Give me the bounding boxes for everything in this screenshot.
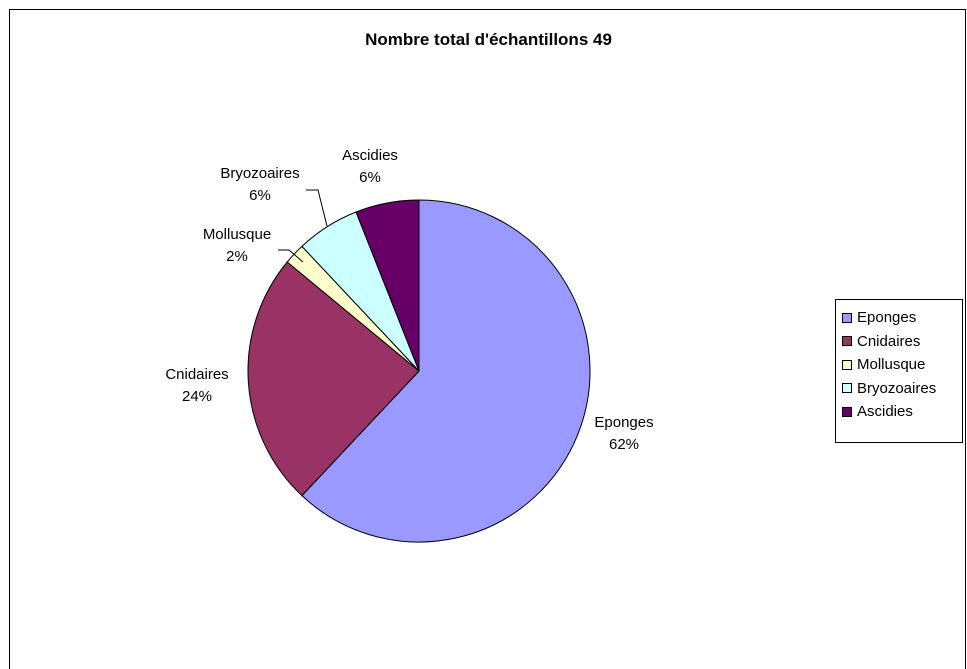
slice-label-name: Eponges [594,414,653,431]
chart-title: Nombre total d'échantillons 49 [365,30,612,49]
legend-label: Mollusque [857,356,926,374]
legend-label: Eponges [857,309,917,327]
slice-label-name: Ascidies [342,147,398,164]
leader-line [306,189,328,227]
legend-swatch-icon [842,383,852,394]
legend-label: Bryozoaires [857,379,937,397]
chart-area: Nombre total d'échantillons 49 Eponges 62… [9,9,966,669]
slice-label-percent: 6% [359,169,381,186]
slice-label-percent: 6% [249,187,271,204]
pie-slice-ascidies [355,199,420,372]
slice-label-percent: 2% [226,248,248,265]
leader-lines [278,189,328,263]
legend-swatch-icon [842,406,852,417]
legend: Eponges Cnidaires Mollusque Bryozoaires … [835,299,963,443]
slice-labels: Eponges 62% Cnidaires 24% Mollusque 2% Bryozoa… [165,147,653,453]
slice-label-percent: 62% [609,436,639,453]
pie-slice-cnidaires [247,261,420,497]
slice-label-name: Mollusque [203,226,271,243]
legend-swatch-icon [842,312,852,323]
pie-chart: Eponges 62% Cnidaires 24% Mollusque 2% Bryozoa… [165,147,654,543]
legend-item: Mollusque [842,353,962,377]
legend-swatch-icon [842,359,852,370]
legend-label: Ascidies [857,403,913,421]
legend-item: Cnidaires [842,330,962,354]
leader-line [278,249,304,263]
pie-slice-eponges [301,199,591,543]
pie-slices [247,199,591,543]
slice-label-name: Bryozoaires [220,165,299,182]
legend-item: Bryozoaires [842,377,962,401]
slice-label-percent: 24% [182,388,212,405]
legend-item: Ascidies [842,400,962,424]
legend-swatch-icon [842,336,852,347]
legend-item: Eponges [842,306,962,330]
legend-label: Cnidaires [857,332,921,350]
slice-label-name: Cnidaires [165,366,228,383]
